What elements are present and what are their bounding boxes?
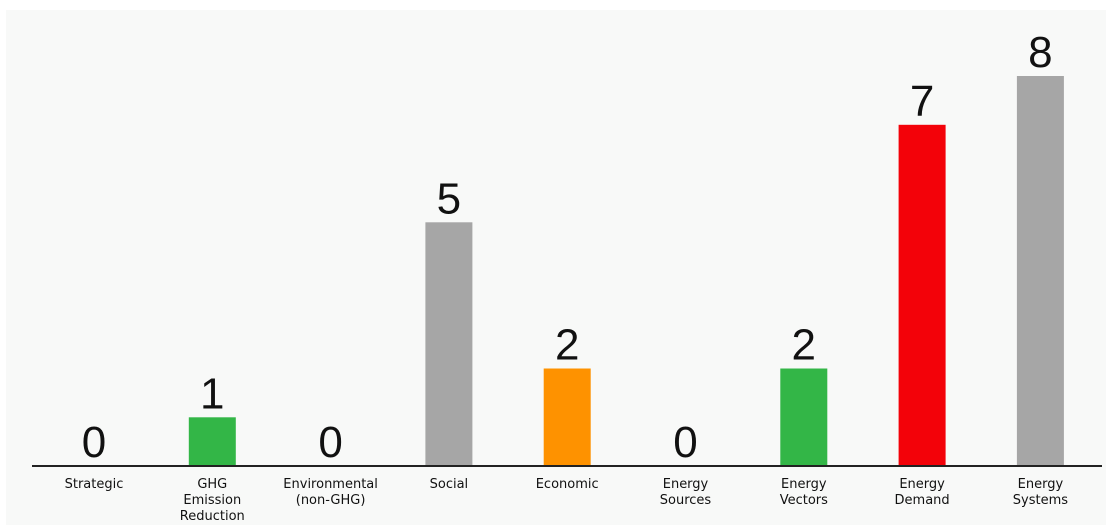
- value-label-1: 1: [200, 369, 224, 418]
- category-labels-layer: Strategic GHG Emission Reduction Environment…: [65, 477, 1069, 524]
- value-labels-layer: 0 1 0 5 2 0 2 7 8: [82, 28, 1053, 467]
- bar-4: [543, 368, 591, 466]
- bar-8: [1016, 76, 1064, 466]
- category-label-3: Social: [430, 477, 469, 492]
- value-label-7: 7: [910, 77, 934, 126]
- value-label-8: 8: [1028, 28, 1052, 77]
- bar-7: [898, 124, 946, 467]
- category-label-8: Energy Systems: [1013, 477, 1068, 508]
- category-label-2: Environmental (non-GHG): [283, 477, 378, 508]
- bar-1: [188, 417, 236, 467]
- category-label-5: Energy Sources: [660, 477, 712, 508]
- bars-layer: [188, 76, 1064, 467]
- value-label-3: 5: [437, 174, 461, 223]
- value-label-5: 0: [673, 418, 697, 467]
- bar-6: [780, 368, 828, 466]
- category-label-7: Energy Demand: [895, 477, 950, 508]
- value-label-2: 0: [318, 418, 342, 467]
- value-label-6: 2: [792, 321, 816, 370]
- category-label-6: Energy Vectors: [780, 477, 828, 508]
- category-label-0: Strategic: [65, 477, 124, 492]
- bar-3: [425, 222, 473, 467]
- value-label-0: 0: [82, 418, 106, 467]
- category-label-4: Economic: [536, 477, 599, 492]
- value-label-4: 2: [555, 321, 579, 370]
- category-label-1: GHG Emission Reduction: [180, 477, 245, 524]
